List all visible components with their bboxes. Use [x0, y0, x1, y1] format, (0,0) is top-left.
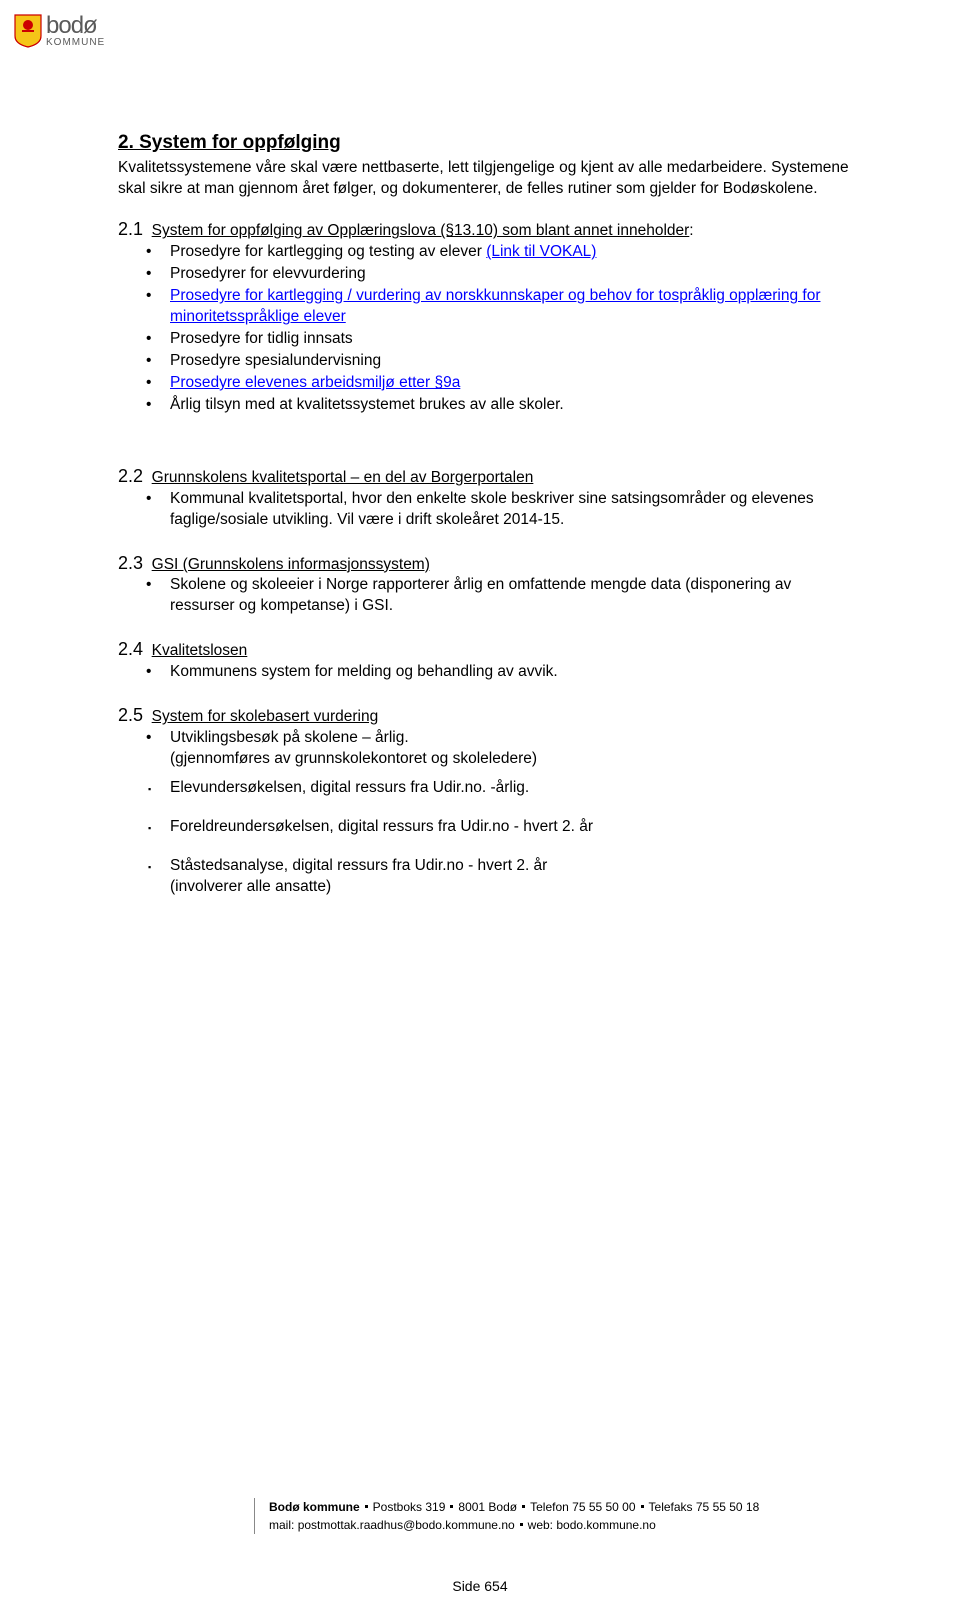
- list-item: Utviklingsbesøk på skolene – årlig. (gje…: [146, 728, 854, 770]
- list-item: Foreldreundersøkelsen, digital ressurs f…: [148, 817, 854, 838]
- link-procedure[interactable]: Prosedyre for kartlegging / vurdering av…: [170, 287, 821, 325]
- section-number: 2.1: [118, 219, 143, 239]
- bullet-list: Prosedyre for kartlegging og testing av …: [146, 242, 854, 415]
- list-item: Ståstedsanalyse, digital ressurs fra Udi…: [148, 856, 854, 898]
- footer-web: bodo.kommune.no: [556, 1518, 655, 1532]
- section-2-1: 2.1 System for oppfølging av Opplæringsl…: [118, 217, 854, 415]
- footer-addr2: 8001 Bodø: [458, 1500, 517, 1514]
- list-item: Kommunal kvalitetsportal, hvor den enkel…: [146, 489, 854, 531]
- footer-addr1: Postboks 319: [373, 1500, 446, 1514]
- footer-mail-label: mail:: [269, 1518, 294, 1532]
- footer-mail: postmottak.raadhus@bodo.kommune.no: [298, 1518, 515, 1532]
- main-heading: 2. System for oppfølging: [118, 130, 854, 156]
- square-bullet-list: Elevundersøkelsen, digital ressurs fra U…: [148, 778, 854, 898]
- footer-tel: Telefon 75 55 50 00: [530, 1500, 635, 1514]
- list-item: Prosedyre for kartlegging og testing av …: [146, 242, 854, 263]
- section-number: 2.5: [118, 705, 143, 725]
- section-2-3: 2.3 GSI (Grunnskolens informasjonssystem…: [118, 551, 854, 618]
- section-2-5: 2.5 System for skolebasert vurdering Utv…: [118, 703, 854, 897]
- list-item: Kommunens system for melding og behandli…: [146, 662, 854, 683]
- bullet-list: Skolene og skoleeier i Norge rapporterer…: [146, 575, 854, 617]
- link-procedure-9a[interactable]: Prosedyre elevenes arbeidsmiljø etter §9…: [170, 374, 460, 391]
- bullet-list: Utviklingsbesøk på skolene – årlig. (gje…: [146, 728, 854, 770]
- list-item: Elevundersøkelsen, digital ressurs fra U…: [148, 778, 854, 799]
- bullet-list: Kommunens system for melding og behandli…: [146, 662, 854, 683]
- footer-fax: Telefaks 75 55 50 18: [649, 1500, 760, 1514]
- footer-org: Bodø kommune: [269, 1500, 360, 1514]
- section-number: 2.3: [118, 553, 143, 573]
- section-heading: System for oppfølging av Opplæringslova …: [152, 222, 690, 239]
- section-heading: GSI (Grunnskolens informasjonssystem): [152, 556, 430, 573]
- document-content: 2. System for oppfølging Kvalitetssystem…: [118, 130, 854, 918]
- link-vokal[interactable]: (Link til VOKAL): [486, 243, 596, 260]
- list-item: Prosedyre spesialundervisning: [146, 351, 854, 372]
- page-number: Side 654: [0, 1578, 960, 1594]
- logo-block: bodø KOMMUNE: [14, 14, 105, 48]
- section-2-4: 2.4 Kvalitetslosen Kommunens system for …: [118, 637, 854, 683]
- section-heading: Kvalitetslosen: [152, 642, 248, 659]
- list-item: Skolene og skoleeier i Norge rapporterer…: [146, 575, 854, 617]
- footer-web-label: web:: [528, 1518, 553, 1532]
- intro-paragraph: Kvalitetssystemene våre skal være nettba…: [118, 158, 854, 200]
- footer-block: Bodø kommune Postboks 319 8001 Bodø Telefon…: [254, 1498, 874, 1534]
- sub-note: (involverer alle ansatte): [170, 878, 331, 895]
- section-heading: System for skolebasert vurdering: [152, 708, 379, 725]
- list-item: Prosedyre for kartlegging / vurdering av…: [146, 286, 854, 328]
- section-heading: Grunnskolens kvalitetsportal – en del av…: [152, 469, 534, 486]
- list-item: Årlig tilsyn med at kvalitetssystemet br…: [146, 395, 854, 416]
- bullet-list: Kommunal kvalitetsportal, hvor den enkel…: [146, 489, 854, 531]
- section-number: 2.2: [118, 466, 143, 486]
- sub-note: (gjennomføres av grunnskolekontoret og s…: [170, 750, 537, 767]
- list-item: Prosedyre elevenes arbeidsmiljø etter §9…: [146, 373, 854, 394]
- logo-main-text: bodø: [46, 14, 105, 38]
- list-item: Prosedyrer for elevvurdering: [146, 264, 854, 285]
- section-number: 2.4: [118, 639, 143, 659]
- list-item: Prosedyre for tidlig innsats: [146, 329, 854, 350]
- section-2-2: 2.2 Grunnskolens kvalitetsportal – en de…: [118, 464, 854, 531]
- logo-sub-text: KOMMUNE: [46, 38, 105, 48]
- shield-icon: [14, 14, 42, 48]
